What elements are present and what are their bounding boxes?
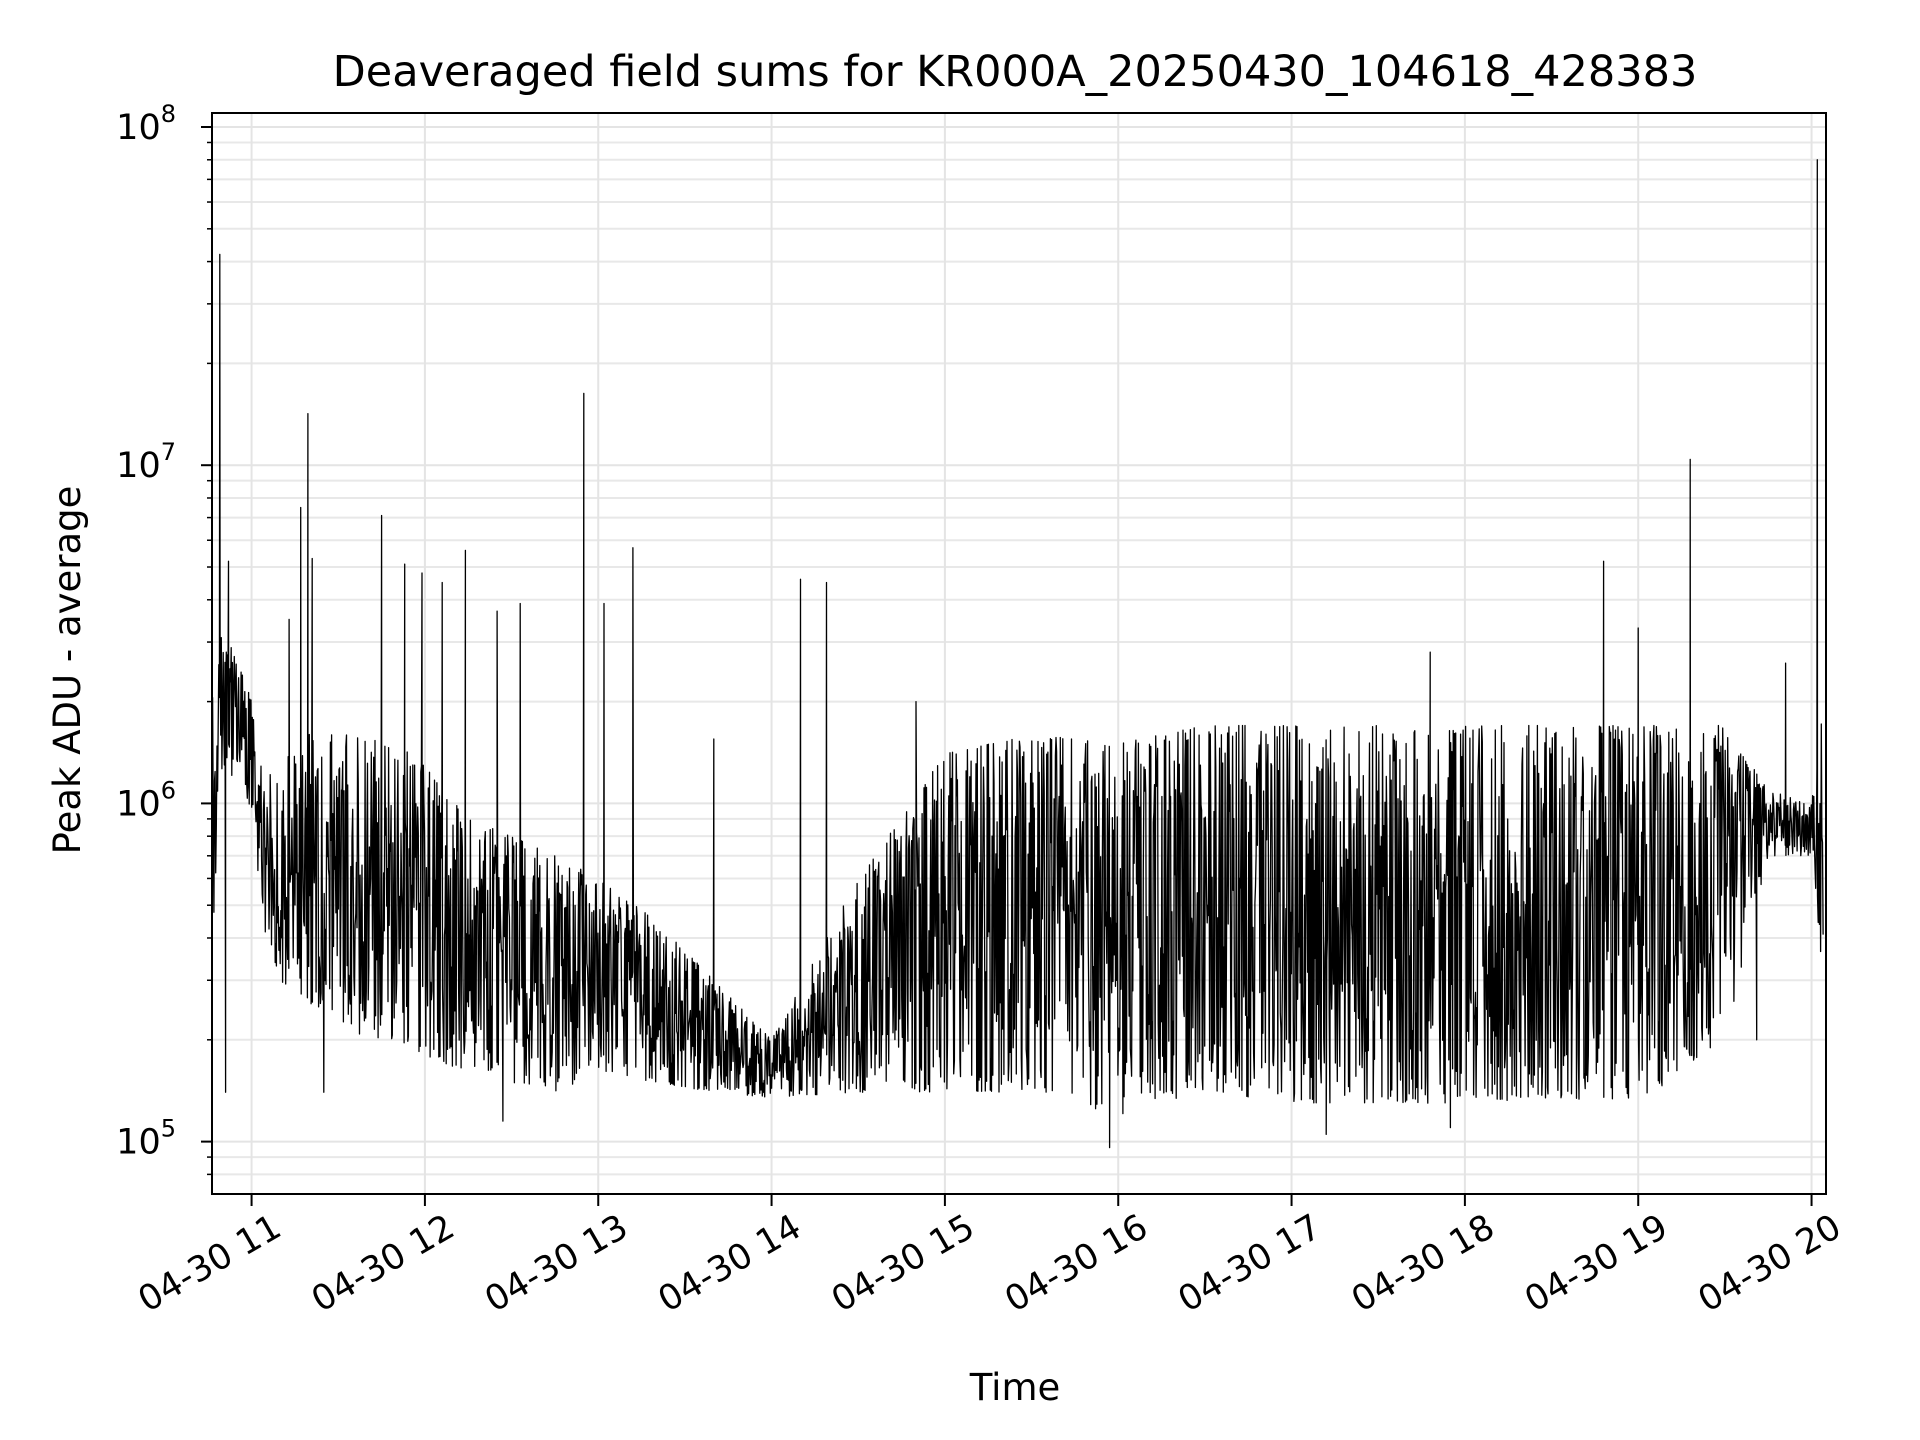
plot-frame xyxy=(211,112,1827,1195)
y-tick-label: 108 xyxy=(116,100,176,148)
y-axis-label: Peak ADU - average xyxy=(46,486,89,855)
y-tick-label: 106 xyxy=(116,776,176,824)
data-line xyxy=(211,159,1824,1149)
x-axis-label: Time xyxy=(969,1366,1061,1409)
y-tick-label: 107 xyxy=(116,438,176,486)
y-tick-label: 105 xyxy=(116,1115,176,1163)
data-series xyxy=(211,159,1824,1149)
chart-title: Deaveraged field sums for KR000A_2025043… xyxy=(333,47,1698,97)
